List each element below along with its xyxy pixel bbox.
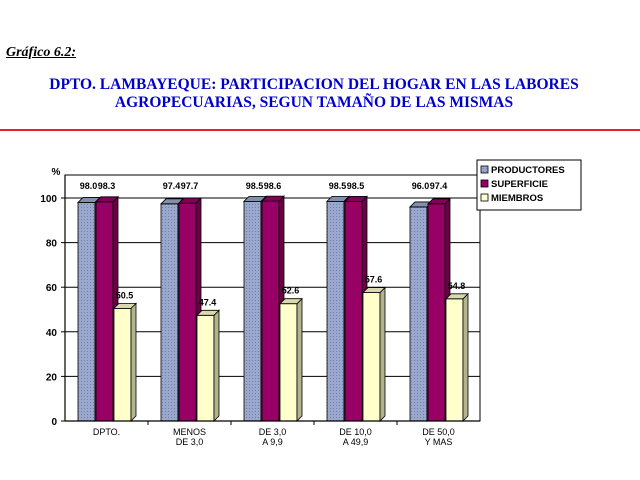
data-label: 98.6 [264, 181, 282, 191]
x-tick-label: Y MAS [425, 437, 453, 447]
data-label: 98.5 [329, 181, 347, 191]
data-label: 98.5 [246, 181, 264, 191]
legend-swatch [480, 179, 489, 188]
bar-productores [326, 200, 345, 422]
bar-side [379, 286, 386, 422]
bar-top [261, 195, 285, 202]
chart-title-line-2: AGROPECUARIAS, SEGUN TAMAÑO DE LAS MISMA… [114, 94, 514, 111]
y-tick-label: 0 [51, 417, 57, 428]
data-label: 96.0 [412, 181, 430, 191]
bar-miembros [113, 307, 132, 422]
bar-productores [409, 206, 428, 422]
bar-miembros [196, 314, 215, 422]
y-tick-label: 60 [46, 283, 58, 294]
data-label: 47.4 [199, 297, 217, 307]
bar-top [243, 195, 267, 202]
bar-productores [160, 203, 179, 422]
bar-miembros [362, 292, 381, 422]
data-label: 98.3 [98, 181, 116, 191]
bar-top [445, 293, 469, 300]
bar-top [95, 196, 119, 203]
y-tick-label: 100 [40, 194, 57, 205]
y-tick-label: 40 [46, 328, 58, 339]
bar-top [196, 309, 220, 316]
bar-superficie [427, 203, 446, 422]
legend [476, 159, 582, 211]
legend-label: SUPERFICIE [491, 179, 548, 190]
legend-swatch [480, 165, 489, 174]
x-tick-label: A 9,9 [262, 437, 283, 447]
chart-title: DPTO. LAMBAYEQUE: PARTICIPACION DEL HOGA… [0, 76, 628, 112]
data-label: 98.5 [347, 181, 365, 191]
bar-productores [243, 200, 262, 422]
y-tick-label: 20 [46, 372, 58, 383]
bar-side [130, 302, 137, 422]
x-tick-label: DPTO. [93, 427, 120, 437]
data-label: 50.5 [116, 290, 134, 300]
legend-label: PRODUCTORES [491, 165, 565, 176]
bar-side [213, 309, 220, 422]
data-label: 54.8 [448, 281, 466, 291]
y-tick-label: 80 [46, 239, 58, 250]
title-divider [0, 129, 640, 131]
bar-top [178, 197, 202, 204]
x-tick-label: DE 3,0 [176, 437, 204, 447]
data-label: 57.6 [365, 275, 383, 285]
bar-productores [77, 202, 96, 422]
x-tick-label: DE 10,0 [339, 427, 372, 437]
bar-superficie [344, 200, 363, 422]
x-tick-label: A 49,9 [343, 437, 369, 447]
x-tick-label: DE 50,0 [422, 427, 455, 437]
data-label: 97.7 [181, 181, 199, 191]
chart-title-line-1: DPTO. LAMBAYEQUE: PARTICIPACION DEL HOGA… [49, 76, 579, 93]
bar-top [427, 198, 451, 205]
bar-superficie [95, 201, 114, 422]
y-axis-label: % [52, 167, 61, 178]
x-tick-label: DE 3,0 [259, 427, 287, 437]
figure-label: Gráfico 6.2: [6, 45, 76, 60]
data-label: 52.6 [282, 286, 300, 296]
bar-side [296, 297, 303, 422]
data-label: 97.4 [430, 181, 448, 191]
data-label: 98.0 [80, 181, 98, 191]
x-tick-label: MENOS [173, 427, 206, 437]
bar-side [462, 292, 469, 422]
bar-top [362, 287, 386, 293]
bar-top [344, 195, 368, 202]
bar-miembros [279, 303, 298, 422]
bar-top [279, 298, 303, 305]
bar-top [113, 302, 137, 309]
bar-top [326, 195, 350, 202]
data-label: 97.4 [163, 181, 181, 191]
bar-miembros [445, 298, 464, 422]
bar-superficie [261, 200, 280, 422]
legend-swatch [480, 193, 489, 202]
bar-superficie [178, 202, 197, 422]
legend-label: MIEMBROS [491, 193, 543, 204]
